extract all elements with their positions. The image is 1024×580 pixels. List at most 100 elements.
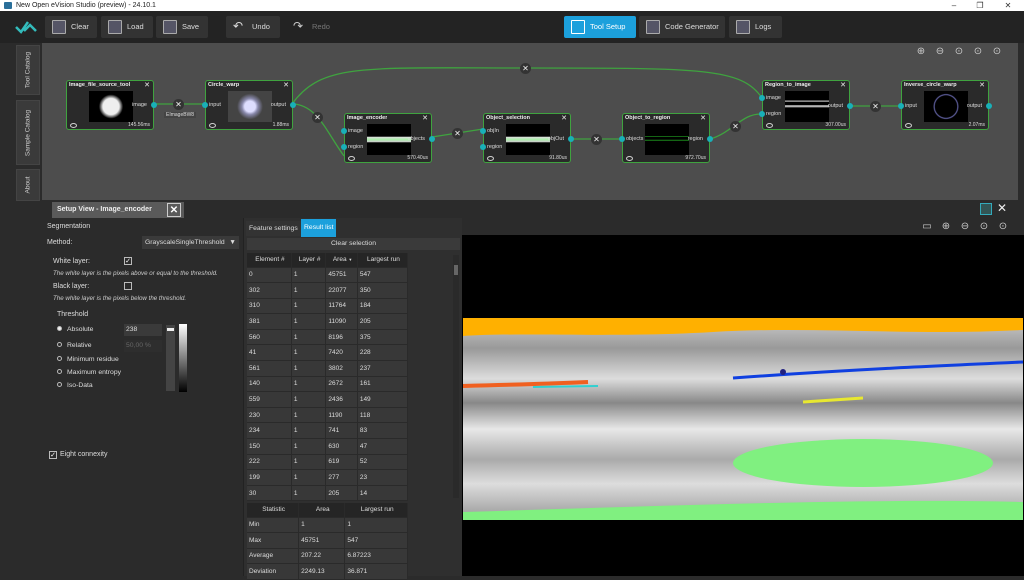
side-tab-sample-catalog[interactable]: Sample Catalog — [16, 100, 40, 165]
delete-edge-button[interactable]: ✕ — [730, 121, 741, 132]
undo-button[interactable]: ↶ Undo — [226, 16, 280, 38]
maximize-button[interactable]: ❐ — [976, 1, 984, 10]
white-layer-checkbox[interactable]: ✓ — [124, 257, 132, 265]
close-icon[interactable]: ✕ — [840, 82, 846, 89]
clear-selection-button[interactable]: Clear selection — [247, 238, 460, 250]
column-header[interactable]: Element # — [247, 253, 292, 268]
redo-button[interactable]: ↷ Redo — [286, 16, 336, 38]
table-row[interactable]: 310 1 11764 184 — [247, 298, 409, 315]
zoom-fit-icon[interactable]: ⊙ — [979, 221, 989, 232]
tab-code-generator[interactable]: Code Generator — [639, 16, 725, 38]
input-port[interactable] — [480, 144, 486, 150]
clear-button[interactable]: Clear — [45, 16, 97, 38]
output-port[interactable] — [707, 136, 713, 142]
radio-iso-data[interactable]: Iso-Data — [57, 382, 93, 389]
output-port[interactable] — [986, 103, 992, 109]
output-port[interactable] — [151, 102, 157, 108]
zoom-actual-size-icon[interactable]: ⊙ — [998, 221, 1008, 232]
node-circle-warp[interactable]: Circle_warp ✕ input output 1.88ms — [202, 80, 296, 130]
eye-icon[interactable] — [905, 123, 912, 128]
input-port[interactable] — [898, 103, 904, 109]
node-object-to-region[interactable]: Object_to_region ✕ objects region 972.70u… — [619, 113, 713, 163]
image-viewer[interactable]: ▭ ⊕ ⊖ ⊙ ⊙ — [462, 218, 1024, 576]
zoom-fit-icon[interactable]: ⊙ — [954, 46, 964, 57]
scrollbar-thumb[interactable] — [454, 265, 458, 275]
side-tab-about[interactable]: About — [16, 169, 40, 201]
eye-icon[interactable] — [209, 123, 216, 128]
delete-edge-button[interactable]: ✕ — [312, 112, 323, 123]
side-tab-tool-catalog[interactable]: Tool Catalog — [16, 45, 40, 95]
output-port[interactable] — [847, 103, 853, 109]
tab-result-list[interactable]: Result list — [301, 219, 337, 237]
minimize-button[interactable]: – — [951, 1, 957, 10]
close-icon[interactable]: ✕ — [561, 115, 567, 122]
input-port[interactable] — [202, 102, 208, 108]
output-port[interactable] — [429, 136, 435, 142]
relative-threshold-spinbox[interactable]: 50,00 % — [124, 340, 162, 352]
absolute-threshold-spinbox[interactable]: 238 — [124, 324, 162, 336]
table-row[interactable]: 234 1 741 83 — [247, 422, 409, 440]
close-icon[interactable]: ✕ — [700, 115, 706, 122]
black-layer-checkbox[interactable] — [124, 282, 132, 290]
input-port[interactable] — [759, 95, 765, 101]
zoom-fit-all-icon[interactable]: ⊙ — [973, 46, 983, 57]
radio-minimum-residue[interactable]: Minimum residue — [57, 356, 119, 363]
input-port[interactable] — [480, 128, 486, 134]
input-port[interactable] — [341, 128, 347, 134]
node-object-selection[interactable]: Object_selection ✕ objIn region objOut 91… — [480, 113, 574, 163]
eye-icon[interactable] — [766, 123, 773, 128]
table-row[interactable]: 140 1 2672 161 — [247, 376, 409, 393]
table-row[interactable]: 30 1 205 14 — [247, 485, 409, 502]
tab-logs[interactable]: Logs — [729, 16, 782, 38]
delete-edge-button[interactable]: ✕ — [870, 101, 881, 112]
eye-icon[interactable] — [70, 123, 77, 128]
zoom-actual-size-icon[interactable]: ⊙ — [992, 46, 1002, 57]
slider-handle[interactable] — [167, 328, 174, 331]
node-region-to-image[interactable]: Region_to_image ✕ image region output 307… — [759, 80, 853, 130]
radio-absolute[interactable]: Absolute — [57, 326, 93, 333]
input-port[interactable] — [341, 144, 347, 150]
delete-edge-button[interactable]: ✕ — [520, 63, 531, 74]
table-row[interactable]: 560 1 8196 375 — [247, 329, 409, 346]
column-header[interactable]: Layer # — [291, 253, 327, 268]
column-header[interactable]: Largest run — [357, 253, 409, 268]
tab-tool-setup[interactable]: Tool Setup — [564, 16, 636, 38]
fit-icon[interactable]: ▭ — [922, 221, 932, 232]
table-row[interactable]: 561 1 3802 237 — [247, 360, 409, 377]
eight-connexity-checkbox[interactable]: ✓ — [49, 451, 57, 459]
setup-view-tab[interactable]: Setup View - Image_encoder ✕ — [52, 202, 184, 218]
close-icon[interactable]: ✕ — [283, 82, 289, 89]
delete-edge-button[interactable]: ✕ — [591, 134, 602, 145]
node-image-file-source-tool[interactable]: Image_file_source_tool ✕ image 145.56ms — [66, 80, 157, 130]
close-window-button[interactable]: ✕ — [1004, 1, 1012, 10]
node-inverse-circle-warp[interactable]: Inverse_circle_warp ✕ input output 2.07ms — [898, 80, 992, 130]
table-row[interactable]: 230 1 1190 118 — [247, 407, 409, 424]
table-row[interactable]: 150 1 630 47 — [247, 438, 409, 455]
tab-feature-settings[interactable]: Feature settings — [246, 221, 301, 236]
table-row[interactable]: 41 1 7420 228 — [247, 344, 409, 362]
eye-icon[interactable] — [626, 156, 633, 161]
zoom-out-icon[interactable]: ⊖ — [935, 46, 945, 57]
eye-icon[interactable] — [348, 156, 355, 161]
table-row[interactable]: 0 1 45751 547 — [247, 267, 409, 284]
table-row[interactable]: 302 1 22077 350 — [247, 282, 409, 299]
load-button[interactable]: Load — [101, 16, 153, 38]
zoom-in-icon[interactable]: ⊕ — [941, 221, 951, 232]
output-port[interactable] — [568, 136, 574, 142]
table-row[interactable]: 559 1 2436 149 — [247, 391, 409, 408]
delete-edge-button[interactable]: ✕ — [173, 99, 184, 110]
table-scrollbar[interactable] — [453, 255, 459, 498]
threshold-slider[interactable] — [166, 325, 175, 391]
output-port[interactable] — [290, 102, 296, 108]
close-icon[interactable]: ✕ — [167, 203, 181, 217]
save-button[interactable]: Save — [156, 16, 208, 38]
node-image-encoder[interactable]: Image_encoder ✕ image region objects 570.… — [341, 113, 435, 163]
zoom-out-icon[interactable]: ⊖ — [960, 221, 970, 232]
close-panel-icon[interactable]: ✕ — [997, 201, 1008, 215]
graph-canvas[interactable]: ✕ EImageBW8 ✕ ✕ ✕ ✕ ✕ ✕ Image_file_sourc… — [42, 43, 1018, 200]
input-port[interactable] — [759, 111, 765, 117]
delete-edge-button[interactable]: ✕ — [452, 128, 463, 139]
method-select[interactable]: GrayscaleSingleThreshold ▼ — [142, 236, 239, 249]
radio-relative[interactable]: Relative — [57, 342, 92, 349]
column-header-area[interactable]: Area ▼ — [325, 253, 358, 268]
